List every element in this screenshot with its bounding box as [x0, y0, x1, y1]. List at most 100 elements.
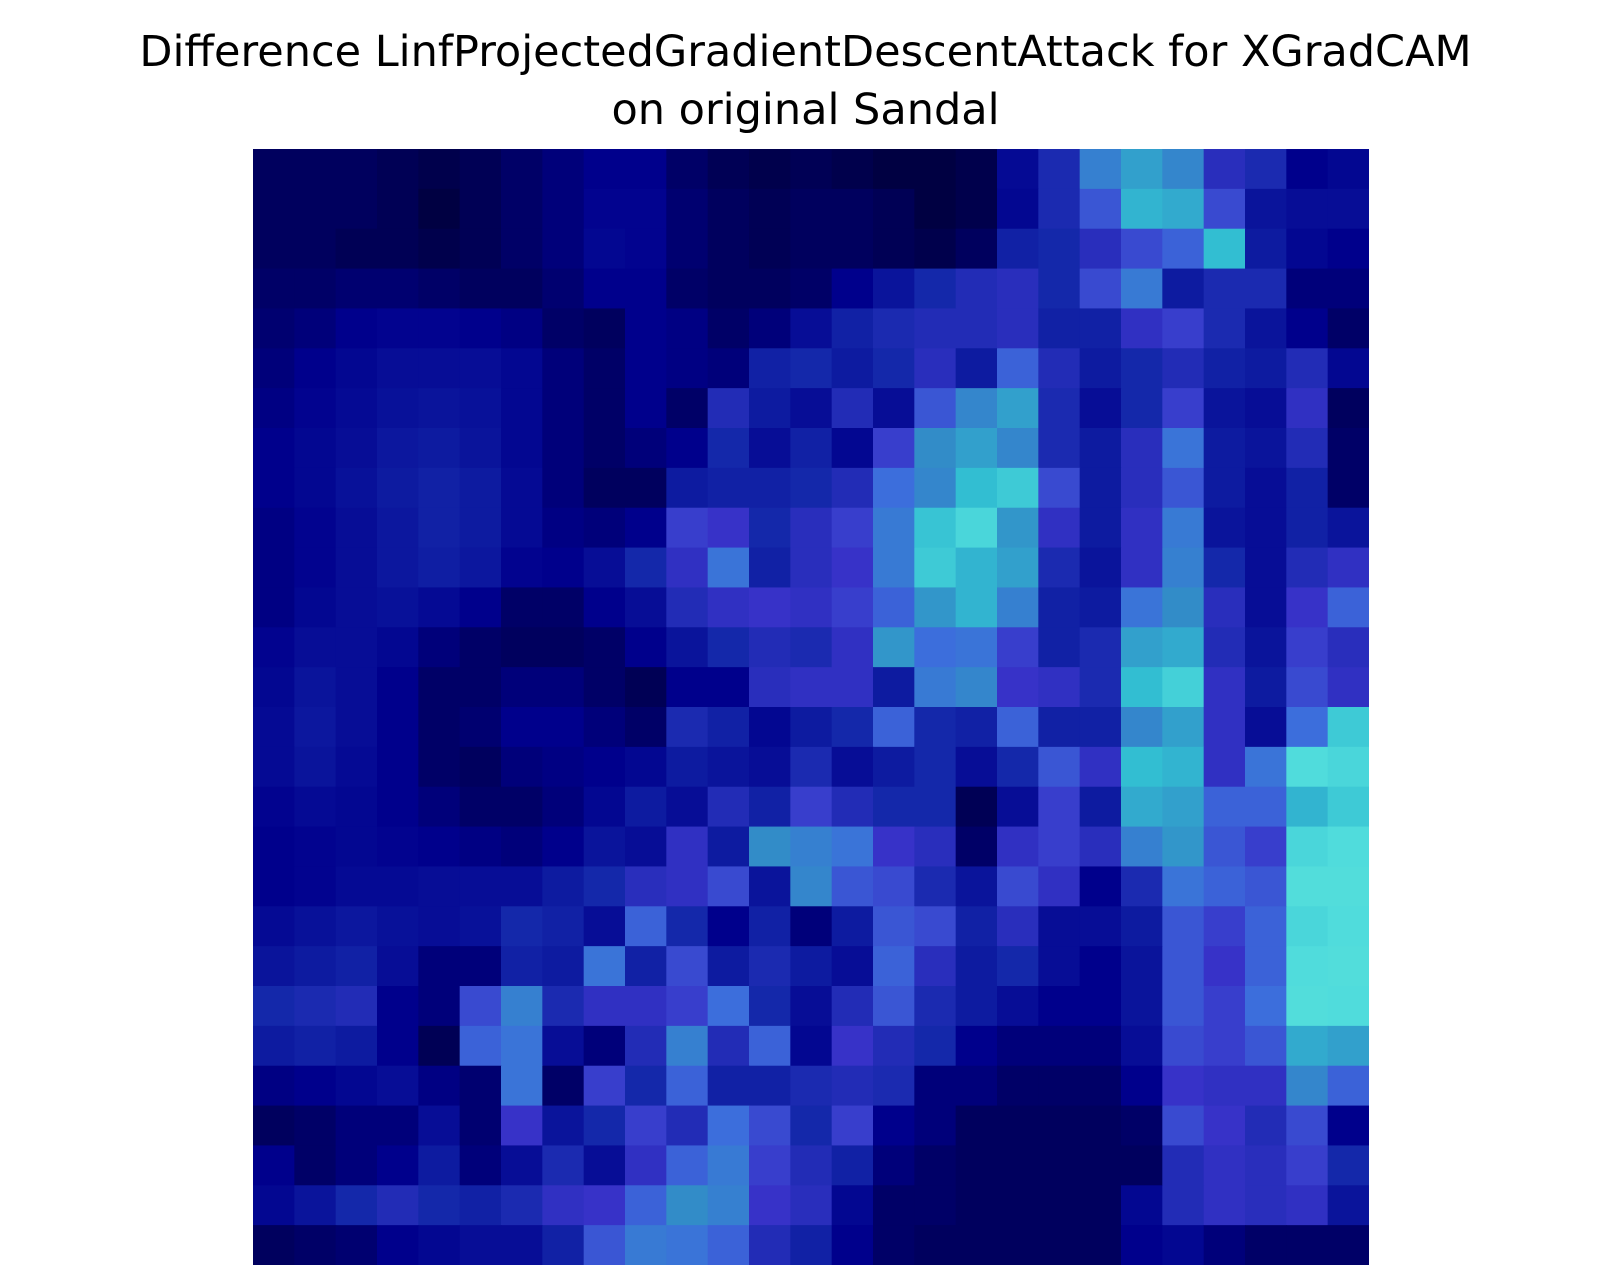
heatmap-cell: [418, 1225, 461, 1265]
heatmap-cell: [377, 1185, 419, 1226]
heatmap-cell: [955, 667, 998, 708]
heatmap-cell: [459, 268, 502, 310]
heatmap-cell: [1245, 1185, 1287, 1226]
heatmap-cell: [253, 188, 295, 230]
heatmap-cell: [707, 1185, 750, 1226]
heatmap-cell: [418, 188, 461, 230]
heatmap-cell: [955, 826, 998, 868]
heatmap-cell: [955, 547, 998, 589]
heatmap-cell: [459, 1185, 502, 1226]
heatmap-cell: [1079, 946, 1122, 987]
heatmap-cell: [294, 1105, 337, 1147]
heatmap-cell: [749, 228, 791, 270]
heatmap-cell: [1245, 1225, 1287, 1265]
heatmap-cell: [1121, 707, 1163, 748]
heatmap-cell: [377, 428, 419, 469]
heatmap-cell: [335, 826, 378, 868]
heatmap-cell: [1038, 228, 1081, 270]
heatmap-cell: [997, 188, 1039, 230]
heatmap-cell: [707, 946, 750, 987]
heatmap-cell: [335, 786, 378, 828]
heatmap-cell: [335, 348, 378, 389]
heatmap-cell: [1286, 1185, 1329, 1226]
heatmap-cell: [749, 946, 791, 987]
heatmap-cell: [1286, 547, 1329, 589]
heatmap-cell: [625, 866, 667, 907]
heatmap-cell: [1038, 428, 1081, 469]
heatmap-cell: [294, 507, 337, 549]
heatmap-cell: [997, 587, 1039, 628]
heatmap-cell: [1121, 667, 1163, 708]
heatmap-cell: [335, 467, 378, 509]
heatmap-cell: [335, 1225, 378, 1265]
heatmap-cell: [1121, 1185, 1163, 1226]
heatmap-cell: [1286, 1105, 1329, 1147]
heatmap-cell: [583, 507, 626, 549]
heatmap-cell: [1245, 547, 1287, 589]
heatmap-cell: [1079, 786, 1122, 828]
heatmap-cell: [583, 906, 626, 947]
heatmap-cell: [459, 627, 502, 668]
heatmap-cell: [997, 507, 1039, 549]
heatmap-cell: [914, 1065, 957, 1107]
heatmap-cell: [666, 149, 709, 190]
heatmap-cell: [418, 1025, 461, 1067]
heatmap-cell: [914, 1105, 957, 1147]
heatmap-cell: [749, 348, 791, 389]
heatmap-cell: [1038, 866, 1081, 907]
heatmap-cell: [831, 1145, 874, 1186]
heatmap-cell: [1203, 268, 1246, 310]
heatmap-cell: [1203, 1105, 1246, 1147]
heatmap-cell: [1245, 587, 1287, 628]
heatmap-cell: [666, 547, 709, 589]
heatmap-cell: [1079, 746, 1122, 788]
heatmap-cell: [1327, 507, 1369, 549]
heatmap-cell: [873, 906, 915, 947]
heatmap-cell: [955, 507, 998, 549]
chart-title-line-2: on original Sandal: [611, 85, 1000, 135]
heatmap-cell: [1286, 866, 1329, 907]
heatmap-cell: [707, 667, 750, 708]
heatmap-cell: [1245, 388, 1287, 429]
heatmap-cell: [1286, 1025, 1329, 1067]
heatmap-cell: [1038, 986, 1081, 1027]
heatmap-cell: [1286, 507, 1329, 549]
heatmap-cell: [583, 547, 626, 589]
heatmap-cell: [253, 1065, 295, 1107]
heatmap-cell: [294, 826, 337, 868]
heatmap-cell: [542, 467, 585, 509]
heatmap-cell: [1203, 906, 1246, 947]
heatmap-cell: [1162, 1185, 1205, 1226]
heatmap-cell: [1079, 866, 1122, 907]
heatmap-cell: [1121, 228, 1163, 270]
heatmap-cell: [583, 1145, 626, 1186]
heatmap-cell: [294, 866, 337, 907]
heatmap-cell: [873, 547, 915, 589]
heatmap-cell: [542, 188, 585, 230]
heatmap-cell: [997, 228, 1039, 270]
heatmap-cell: [790, 388, 833, 429]
heatmap-cell: [997, 667, 1039, 708]
heatmap-cell: [914, 866, 957, 907]
heatmap-cell: [253, 906, 295, 947]
heatmap-cell: [459, 1065, 502, 1107]
heatmap-cell: [1203, 1225, 1246, 1265]
heatmap-cell: [294, 268, 337, 310]
heatmap-cell: [459, 507, 502, 549]
heatmap-cell: [666, 906, 709, 947]
heatmap-cell: [377, 149, 419, 190]
heatmap-cell: [831, 308, 874, 349]
heatmap-cell: [749, 667, 791, 708]
heatmap-cell: [583, 1225, 626, 1265]
heatmap-cell: [914, 1145, 957, 1186]
heatmap-cell: [1203, 428, 1246, 469]
heatmap-cell: [418, 1105, 461, 1147]
heatmap-cell: [955, 1105, 998, 1147]
heatmap-cell: [749, 1225, 791, 1265]
heatmap-cell: [1286, 1145, 1329, 1186]
heatmap-cell: [1245, 746, 1287, 788]
heatmap-cell: [873, 1105, 915, 1147]
heatmap-cell: [790, 667, 833, 708]
heatmap-cell: [1121, 1225, 1163, 1265]
heatmap-cell: [1327, 627, 1369, 668]
